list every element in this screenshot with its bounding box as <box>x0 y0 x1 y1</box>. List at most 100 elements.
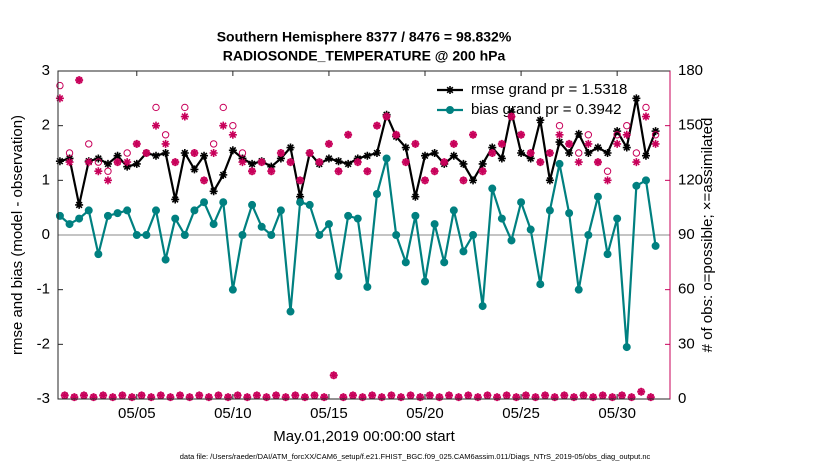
star-marker <box>507 112 516 121</box>
star-marker <box>324 154 333 163</box>
star-marker <box>296 176 305 185</box>
star-marker <box>392 130 401 139</box>
circle-marker <box>84 206 93 215</box>
star-marker <box>446 86 454 94</box>
circle-marker <box>565 209 574 218</box>
star-marker <box>603 176 612 185</box>
star-marker <box>483 391 492 400</box>
y-tick-label: 3 <box>42 62 50 79</box>
star-marker <box>401 143 410 152</box>
circle-marker <box>469 231 478 239</box>
circle-marker <box>372 190 381 198</box>
star-marker <box>478 167 487 176</box>
circle-marker <box>574 285 583 294</box>
star-marker <box>536 116 545 125</box>
circle-marker <box>382 154 391 163</box>
star-marker <box>565 139 574 148</box>
star-marker <box>200 151 209 160</box>
star-marker <box>315 158 324 167</box>
star-marker <box>363 167 372 176</box>
star-marker <box>574 129 583 138</box>
star-marker <box>281 393 290 402</box>
y2-tick-label: 30 <box>678 335 695 352</box>
star-marker <box>545 176 554 185</box>
star-marker <box>512 393 521 402</box>
star-marker <box>108 393 117 402</box>
star-marker <box>589 393 598 402</box>
star-marker <box>99 391 108 400</box>
star-marker <box>632 158 641 167</box>
star-marker <box>70 393 79 402</box>
star-marker <box>387 391 396 400</box>
star-marker <box>286 143 295 152</box>
star-marker <box>219 170 228 179</box>
star-marker <box>517 130 526 139</box>
star-marker <box>272 391 281 400</box>
circle-marker <box>392 231 401 239</box>
circle-marker <box>575 149 583 157</box>
star-marker <box>55 157 64 166</box>
star-marker <box>353 158 362 167</box>
circle-marker <box>75 214 84 223</box>
star-marker <box>622 130 631 139</box>
star-marker <box>267 162 276 171</box>
circle-marker <box>94 158 103 166</box>
star-marker <box>593 143 602 152</box>
circle-marker <box>507 236 516 245</box>
y2-tick-label: 60 <box>678 281 695 298</box>
star-marker <box>641 151 650 160</box>
circle-marker <box>85 140 93 148</box>
star-marker <box>637 387 646 396</box>
circle-marker <box>555 121 564 130</box>
star-marker <box>94 167 103 176</box>
star-marker <box>411 192 420 201</box>
star-marker <box>118 391 127 400</box>
circle-marker <box>363 282 372 291</box>
y-tick-label: 0 <box>42 226 50 243</box>
circle-marker <box>603 167 612 175</box>
star-marker <box>497 154 506 163</box>
y-tick-label: -1 <box>37 281 50 298</box>
star-marker <box>608 393 617 402</box>
star-marker <box>190 165 199 174</box>
circle-marker <box>603 250 612 259</box>
star-marker <box>228 146 237 155</box>
circle-marker <box>526 225 535 234</box>
star-marker <box>84 158 93 167</box>
star-marker <box>185 393 194 402</box>
star-marker <box>123 162 132 171</box>
circle-marker <box>171 214 180 223</box>
star-marker <box>493 393 502 402</box>
circle-marker <box>286 307 295 316</box>
star-marker <box>214 391 223 400</box>
star-marker <box>584 149 593 157</box>
circle-marker <box>65 149 74 157</box>
star-marker <box>200 176 209 185</box>
circle-marker <box>497 214 506 223</box>
x-tick-label: 05/05 <box>118 405 156 422</box>
star-marker <box>267 167 276 176</box>
circle-marker <box>113 209 122 218</box>
star-marker <box>180 112 189 121</box>
star-marker <box>180 149 189 157</box>
circle-marker <box>651 241 660 250</box>
star-marker <box>113 151 122 160</box>
circle-marker <box>353 214 362 223</box>
x-tick-label: 05/30 <box>598 405 636 422</box>
star-marker <box>377 393 386 402</box>
star-marker <box>75 200 84 209</box>
star-marker <box>555 130 564 139</box>
circle-marker <box>584 131 593 139</box>
star-marker <box>276 149 285 157</box>
star-marker <box>555 138 564 147</box>
star-marker <box>363 151 372 160</box>
circle-marker <box>642 103 650 112</box>
star-marker <box>396 393 405 402</box>
star-marker <box>449 151 458 160</box>
star-marker <box>574 158 583 167</box>
star-marker <box>382 112 391 121</box>
star-marker <box>127 393 136 402</box>
circle-marker <box>536 280 545 289</box>
circle-marker <box>104 167 112 175</box>
